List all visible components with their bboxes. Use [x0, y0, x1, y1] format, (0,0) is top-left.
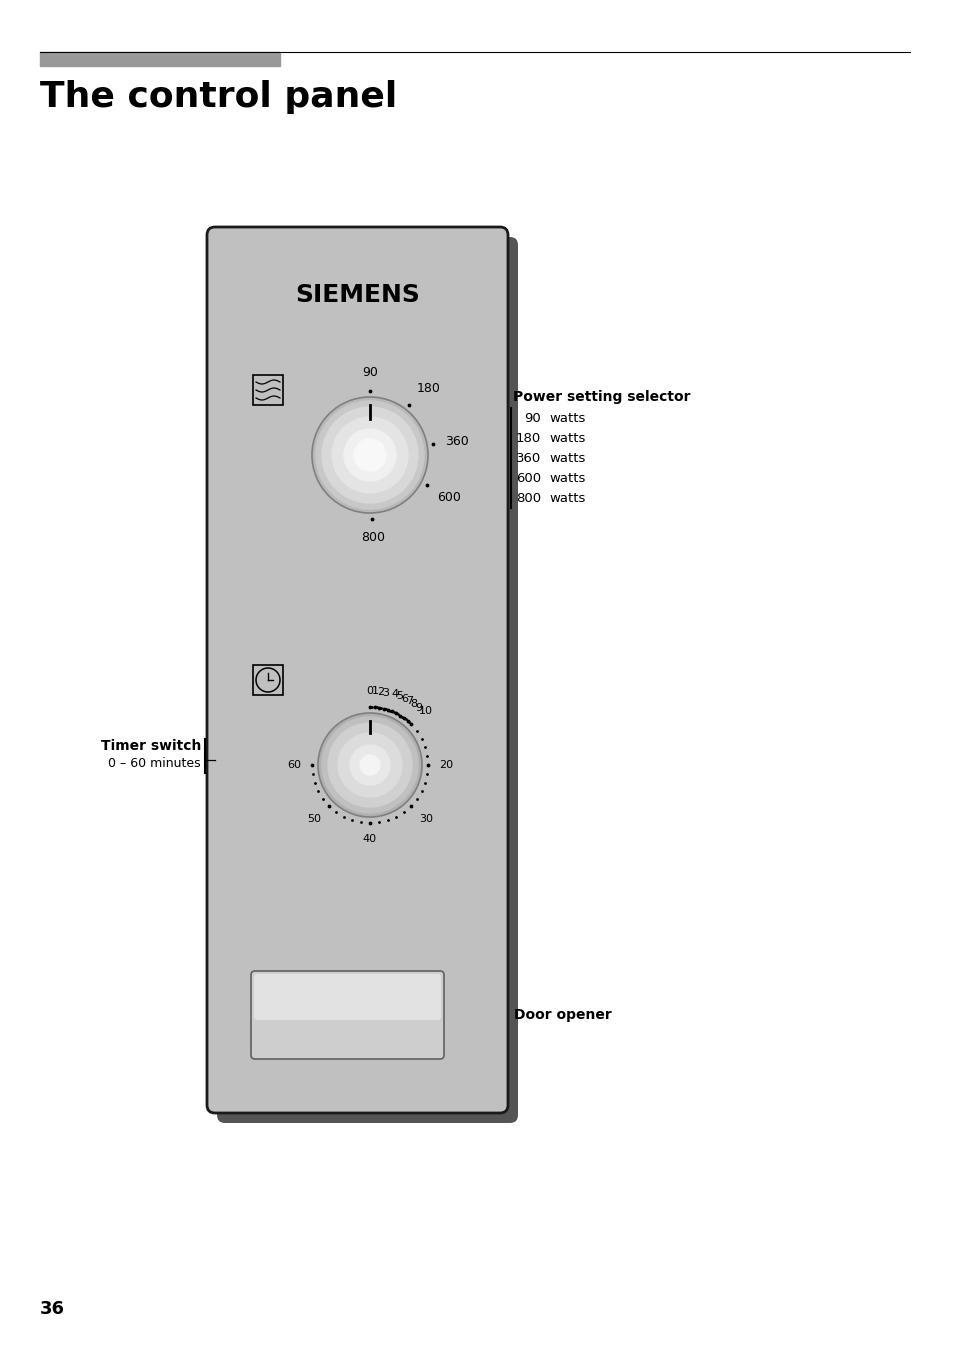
- Text: 360: 360: [516, 452, 540, 465]
- Text: 0 – 60 minutes: 0 – 60 minutes: [109, 757, 201, 771]
- Text: SIEMENS: SIEMENS: [294, 283, 419, 307]
- Circle shape: [328, 723, 412, 807]
- FancyBboxPatch shape: [251, 971, 443, 1059]
- Text: 5: 5: [396, 691, 403, 702]
- Text: 10: 10: [418, 706, 433, 717]
- Text: The control panel: The control panel: [40, 80, 396, 114]
- Circle shape: [322, 407, 417, 503]
- Text: watts: watts: [548, 412, 585, 425]
- Circle shape: [317, 713, 421, 817]
- Text: 600: 600: [436, 491, 460, 504]
- Text: 50: 50: [307, 814, 321, 823]
- Text: 180: 180: [516, 433, 540, 445]
- Text: 7: 7: [406, 696, 413, 706]
- Text: 0: 0: [366, 685, 374, 696]
- FancyBboxPatch shape: [207, 227, 507, 1113]
- Bar: [40, 51, 280, 66]
- Text: 30: 30: [418, 814, 433, 823]
- Text: 9: 9: [415, 703, 421, 713]
- FancyBboxPatch shape: [253, 973, 440, 1019]
- Text: 1: 1: [372, 687, 378, 696]
- Text: watts: watts: [548, 472, 585, 485]
- Circle shape: [344, 429, 395, 481]
- Text: 3: 3: [382, 688, 389, 698]
- Text: 40: 40: [362, 834, 376, 844]
- Circle shape: [337, 733, 401, 796]
- Text: Door opener: Door opener: [514, 1009, 611, 1022]
- Text: 90: 90: [524, 412, 540, 425]
- Text: 20: 20: [438, 760, 453, 771]
- Text: 36: 36: [40, 1301, 65, 1318]
- Circle shape: [315, 402, 423, 508]
- Text: 800: 800: [360, 531, 384, 544]
- Text: 60: 60: [287, 760, 301, 771]
- Text: 90: 90: [362, 366, 377, 379]
- Bar: [253, 375, 283, 406]
- Text: 2: 2: [376, 687, 384, 696]
- FancyBboxPatch shape: [216, 237, 517, 1124]
- Circle shape: [322, 717, 417, 813]
- Text: watts: watts: [548, 492, 585, 506]
- Text: 600: 600: [516, 472, 540, 485]
- Text: 4: 4: [391, 690, 398, 699]
- Text: Power setting selector: Power setting selector: [513, 389, 690, 404]
- Text: watts: watts: [548, 452, 585, 465]
- Text: watts: watts: [548, 433, 585, 445]
- Circle shape: [312, 397, 428, 512]
- Text: 180: 180: [416, 383, 440, 395]
- Circle shape: [332, 416, 408, 493]
- Text: 800: 800: [516, 492, 540, 506]
- Bar: [253, 665, 283, 695]
- Circle shape: [359, 754, 379, 775]
- Text: 360: 360: [444, 435, 468, 449]
- Circle shape: [354, 439, 386, 470]
- Text: 8: 8: [410, 699, 417, 710]
- Text: Timer switch: Timer switch: [100, 740, 201, 753]
- Circle shape: [350, 745, 390, 786]
- Text: 6: 6: [401, 694, 408, 703]
